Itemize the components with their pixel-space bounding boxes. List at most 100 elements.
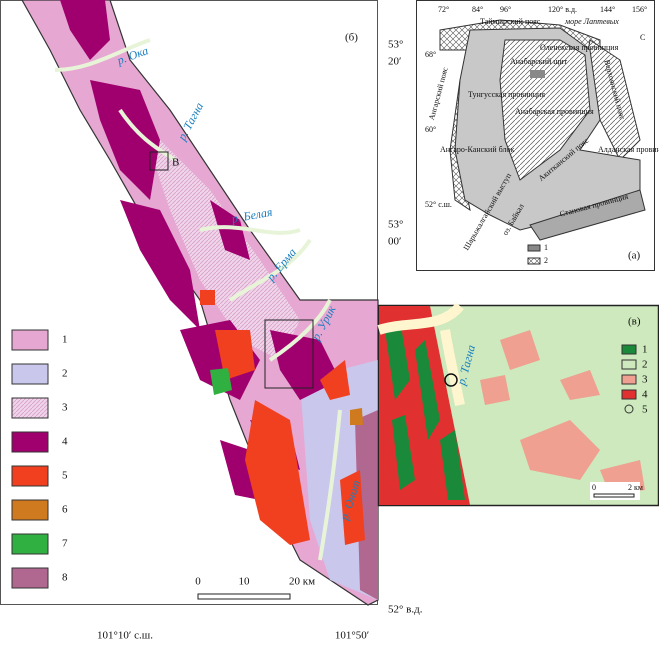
lon-label: 101°50′: [335, 630, 369, 642]
map-label: 144°: [600, 5, 615, 14]
unit-7: [210, 368, 232, 395]
unit-3: [140, 120, 300, 360]
lon-label: 52° в.д.: [388, 604, 423, 616]
river-part: [228, 238, 312, 302]
map-label: Тунгусская провинция: [468, 90, 545, 99]
scale-bar: [593, 493, 635, 498]
map-label: Ангаро-Канский блок: [440, 145, 514, 154]
unit-1-part: [392, 415, 415, 490]
legend-swatch: [527, 244, 541, 252]
unit-5-part: [200, 290, 215, 305]
map-label: С: [640, 33, 645, 42]
legend-label: 7: [62, 538, 68, 550]
site-label: В: [172, 157, 179, 169]
legend-label: 3: [642, 374, 648, 386]
panel-label: (в): [628, 316, 641, 328]
legend-b-part: [11, 431, 49, 453]
legend-label: 8: [62, 572, 68, 584]
unit-6: [350, 408, 363, 425]
unit-5-part: [245, 400, 310, 545]
map-a: 72° 84° 96° 120° в.д. 144° 156° 68° 60° …: [416, 0, 659, 271]
river-label: р. Белая: [230, 205, 274, 226]
unit-1-part: [385, 320, 410, 400]
legend-b-part: [11, 397, 49, 419]
legend-label: 4: [642, 389, 648, 401]
legend-label: 5: [62, 470, 68, 482]
shield: [530, 70, 545, 78]
lat-label: 53°: [388, 219, 403, 231]
legend-swatch: [527, 257, 541, 265]
lat-label: 20′: [388, 56, 401, 68]
unit-3-part: [500, 330, 540, 370]
legend-b-part: [11, 363, 49, 385]
site-box: [149, 151, 169, 171]
legend-label: 5: [642, 404, 648, 416]
map-label: Алданская провинция: [598, 145, 659, 154]
river-part: [118, 108, 177, 162]
river-part: [268, 299, 332, 362]
legend-label: 6: [62, 504, 68, 516]
unit-1-part: [440, 430, 465, 500]
legend-label: 1: [62, 334, 68, 346]
river-label: р. Тагна: [174, 100, 206, 144]
river-part: [199, 225, 301, 235]
detail-box: [264, 319, 314, 389]
legend-b-part: [11, 567, 49, 589]
unit-8: [355, 410, 378, 600]
unit-5-part: [340, 470, 365, 545]
unit-1: [385, 320, 465, 500]
legend-b-part: [11, 499, 49, 521]
river-part: [54, 38, 151, 72]
map-label: Таймырский пояс: [480, 17, 541, 26]
map-label: море Лаптевых: [564, 17, 619, 26]
map-label: Анабарский щит: [510, 57, 568, 66]
map-label: 60°: [425, 125, 436, 134]
unit-4-part: [210, 200, 250, 260]
legend-c-part: [621, 374, 637, 385]
map-label: 72°: [438, 5, 449, 14]
map-label: 96°: [500, 5, 511, 14]
scale-bar: [197, 593, 291, 600]
map-label: 156°: [632, 5, 647, 14]
legend-label: 2: [62, 368, 68, 380]
panel-label: (б): [345, 32, 358, 44]
legend-c-part: [624, 404, 634, 414]
map-label: 52° с.ш.: [425, 200, 452, 209]
map-label: Оленекская провинция: [540, 43, 619, 52]
unit-3-part: [480, 375, 510, 405]
map-c: р. Тагна (в) 1 2 3 4 5 0 2 км: [377, 302, 659, 507]
panel-label: (а): [628, 250, 641, 262]
scale-label: 20 км: [289, 576, 315, 588]
legend-label: 3: [62, 402, 68, 414]
legend-b-part: [11, 465, 49, 487]
legend-label: 2: [544, 256, 548, 265]
unit-4-part: [60, 0, 110, 60]
unit-4-part: [90, 80, 160, 200]
unit-3-part: [520, 420, 600, 480]
lat-label: 00′: [388, 236, 401, 248]
legend-b: [11, 329, 49, 589]
map-label: 84°: [472, 5, 483, 14]
legend-c-part: [621, 359, 637, 370]
legend-label: 1: [642, 344, 648, 356]
site-marker: [444, 373, 458, 387]
legend-c-part: [621, 344, 637, 355]
scale-label: 0: [592, 483, 596, 492]
map-b: (б) 53° 20′ 53° 00′ 101°10′ с.ш. 101°50′…: [0, 0, 423, 642]
legend-label: 2: [642, 359, 648, 371]
map-label: 68°: [425, 50, 436, 59]
map-label: Анабарская провинция: [515, 107, 594, 116]
river: [377, 302, 465, 406]
unit-3-part: [560, 370, 600, 400]
legend-label: 1: [544, 243, 548, 252]
unit-1-part: [415, 340, 440, 440]
river-part: [318, 409, 342, 561]
unit-4-part: [120, 200, 200, 330]
province: [529, 189, 646, 241]
scale-label: 2 км: [628, 483, 643, 492]
legend-label: 4: [62, 436, 68, 448]
unit-5: [200, 290, 365, 545]
unit-5-part: [215, 330, 255, 380]
legend-c-part: [621, 389, 637, 400]
